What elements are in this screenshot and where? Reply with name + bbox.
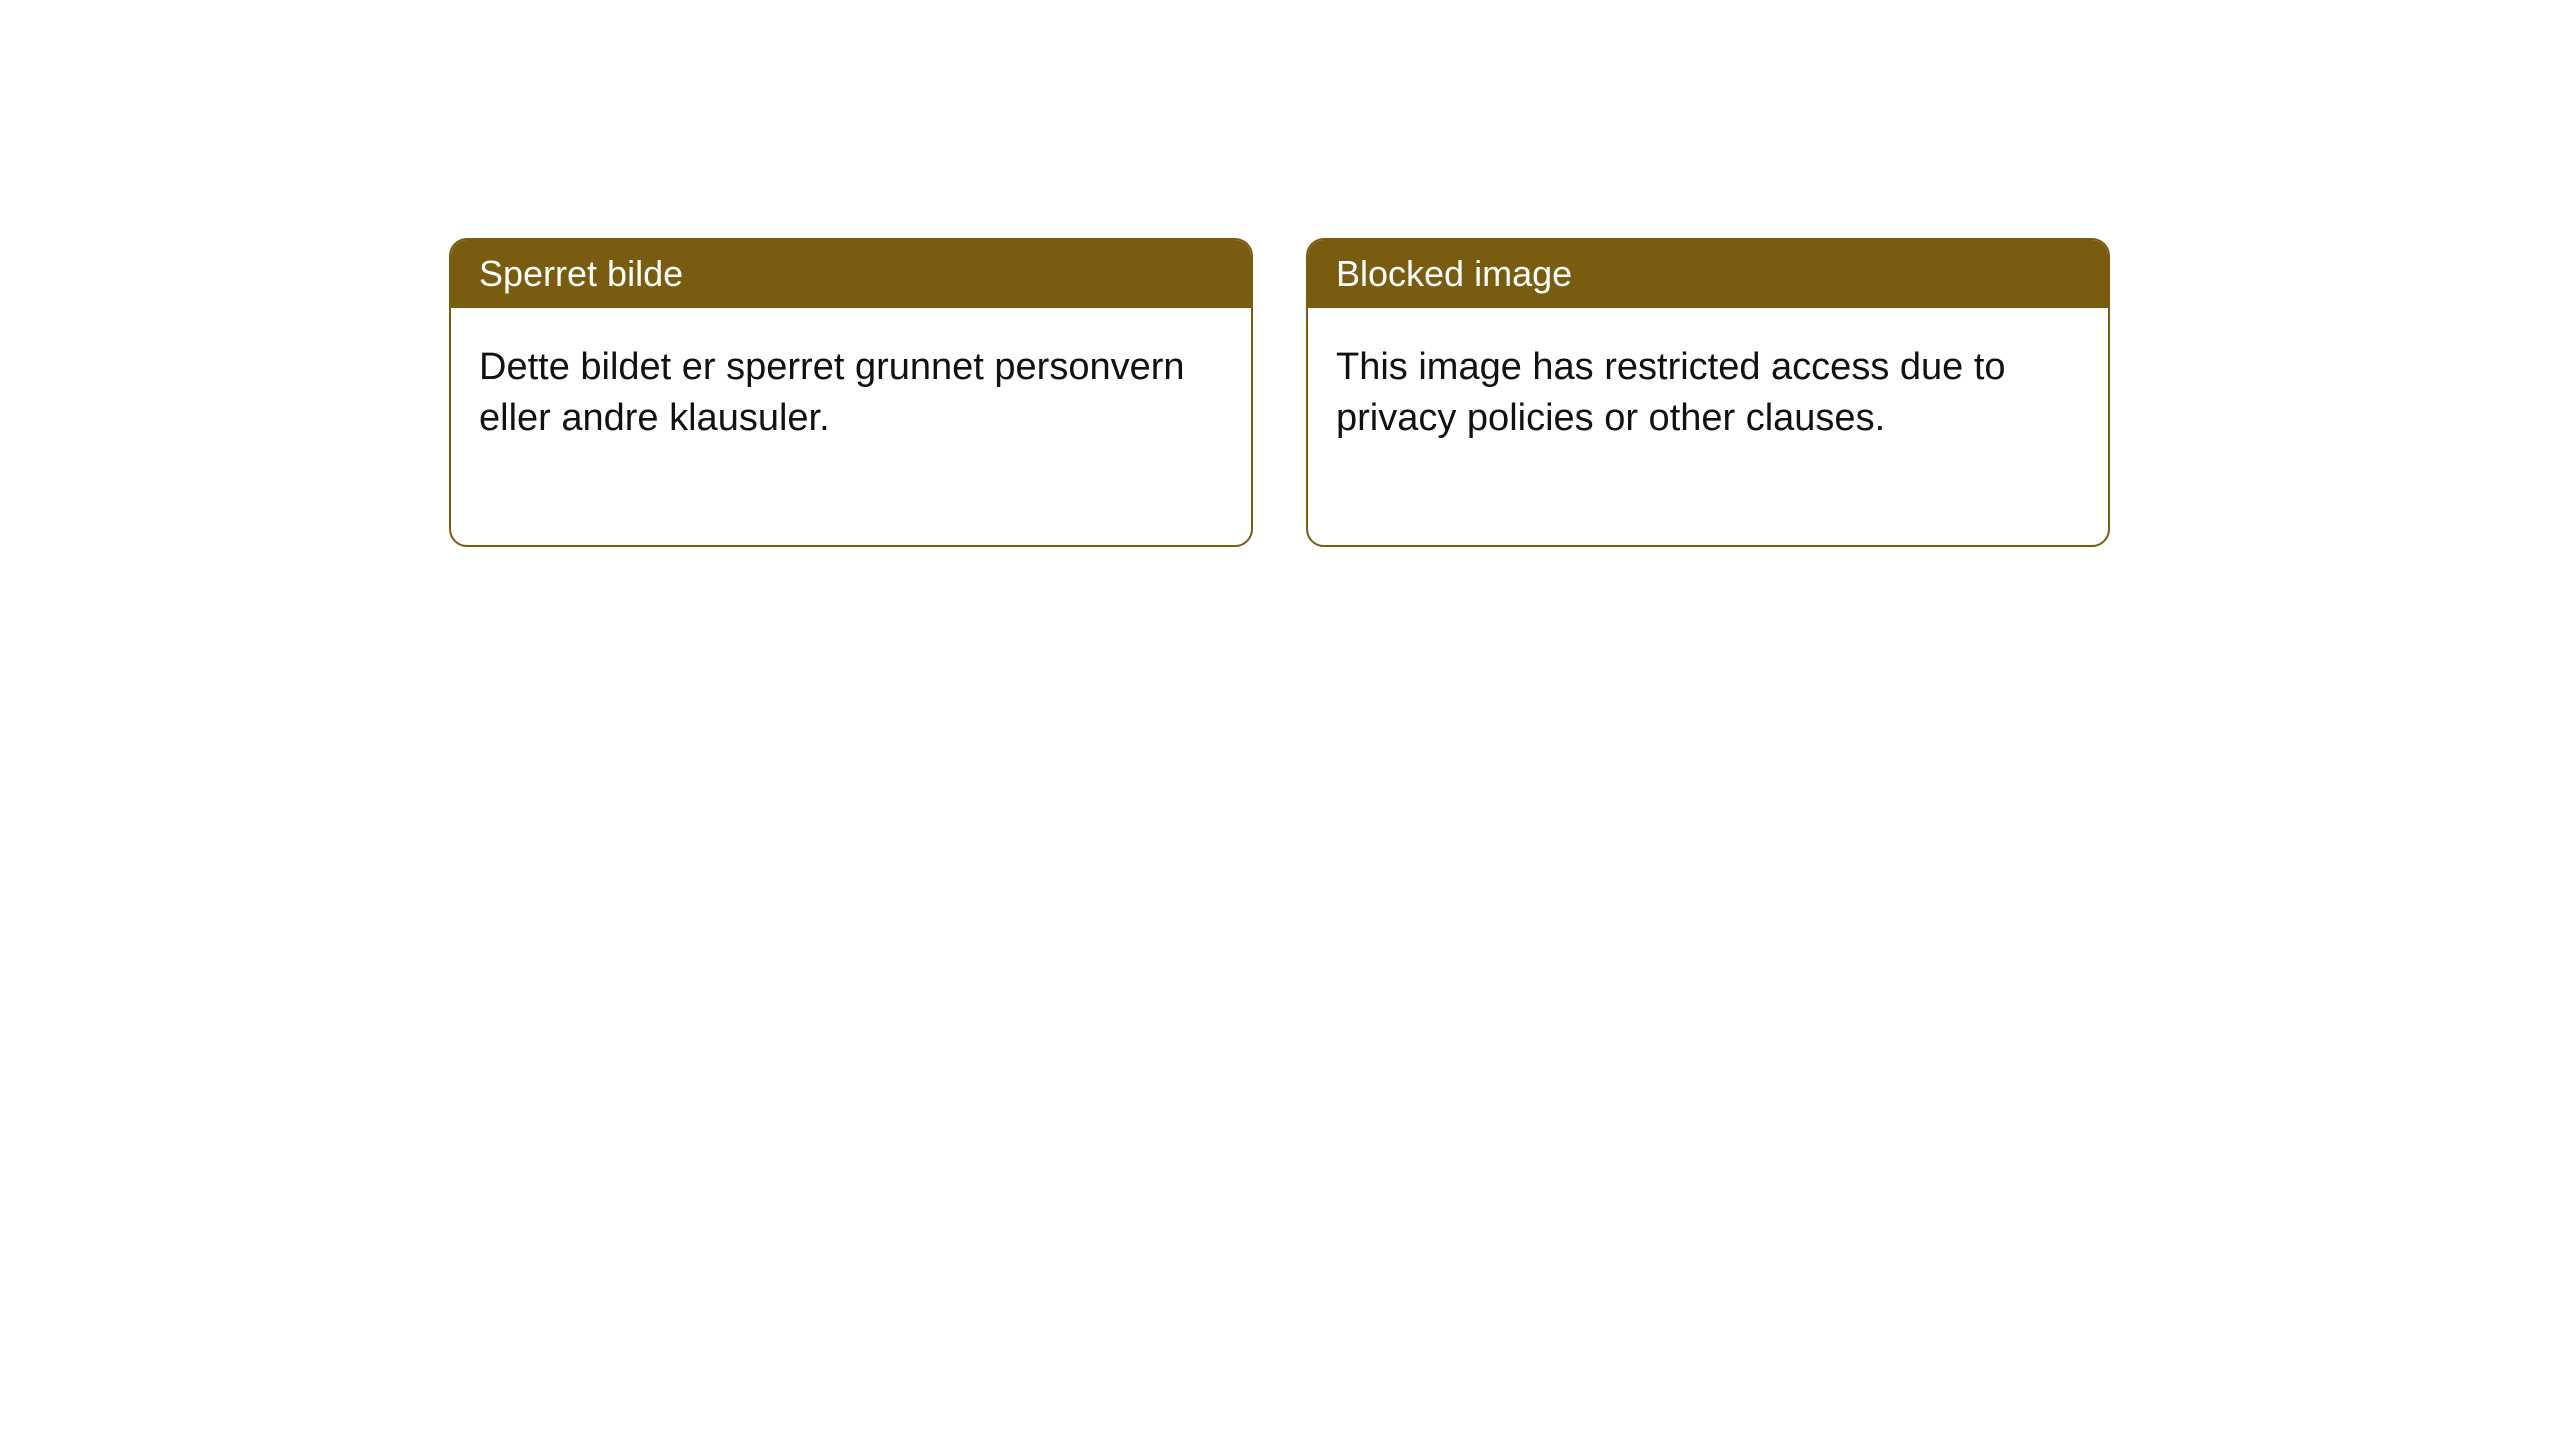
card-body: This image has restricted access due to … bbox=[1308, 308, 2108, 545]
card-body: Dette bildet er sperret grunnet personve… bbox=[451, 308, 1251, 545]
card-title: Blocked image bbox=[1336, 253, 1572, 294]
card-title: Sperret bilde bbox=[479, 253, 683, 294]
card-header: Sperret bilde bbox=[451, 240, 1251, 308]
notice-card-english: Blocked image This image has restricted … bbox=[1306, 238, 2110, 547]
notice-card-norwegian: Sperret bilde Dette bildet er sperret gr… bbox=[449, 238, 1253, 547]
card-body-text: Dette bildet er sperret grunnet personve… bbox=[479, 346, 1185, 439]
notice-cards-container: Sperret bilde Dette bildet er sperret gr… bbox=[449, 238, 2110, 547]
card-header: Blocked image bbox=[1308, 240, 2108, 308]
card-body-text: This image has restricted access due to … bbox=[1336, 346, 2006, 439]
